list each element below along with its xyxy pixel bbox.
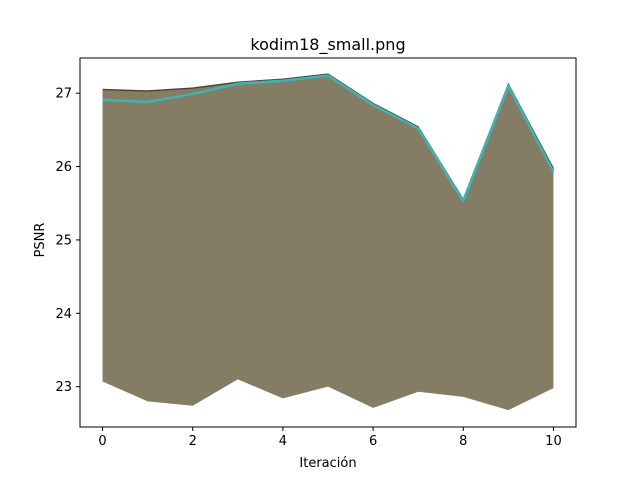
x-tick-label: 2 bbox=[189, 434, 197, 449]
x-tick-label: 6 bbox=[369, 434, 377, 449]
plot-frame bbox=[79, 57, 577, 428]
x-tick-label: 0 bbox=[98, 434, 106, 449]
y-tick-label: 27 bbox=[55, 87, 72, 102]
band-area bbox=[102, 74, 554, 411]
y-tick-label: 24 bbox=[55, 307, 72, 322]
y-tick-label: 25 bbox=[55, 233, 72, 248]
x-tick-label: 10 bbox=[545, 434, 562, 449]
y-tick-label: 23 bbox=[55, 380, 72, 395]
y-axis-label: PSNR bbox=[33, 223, 48, 258]
x-tick-label: 4 bbox=[279, 434, 287, 449]
plot-area bbox=[79, 57, 577, 428]
chart-title: kodim18_small.png bbox=[250, 35, 405, 55]
x-tick-label: 8 bbox=[459, 434, 467, 449]
x-axis: 0 2 4 6 8 10 bbox=[98, 427, 562, 449]
y-tick-label: 26 bbox=[55, 160, 72, 175]
x-axis-label: Iteración bbox=[299, 456, 356, 471]
y-axis: 23 24 25 26 27 bbox=[55, 87, 80, 395]
